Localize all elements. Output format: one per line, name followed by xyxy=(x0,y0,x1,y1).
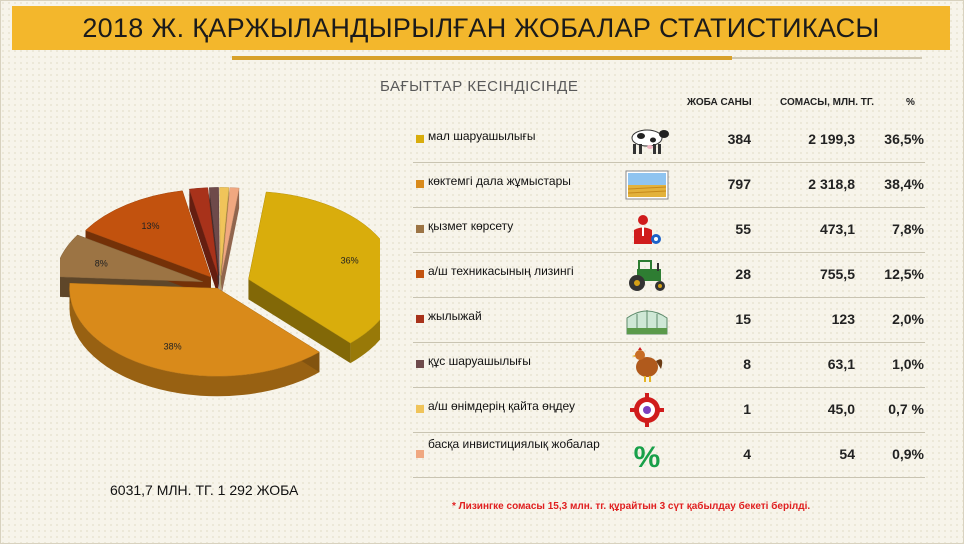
title-underline xyxy=(232,56,732,60)
row-count: 15 xyxy=(735,311,751,327)
row-sum: 54 xyxy=(839,446,855,462)
row-pct: 0,7 % xyxy=(888,401,924,417)
row-count: 4 xyxy=(743,446,751,462)
chicken-icon xyxy=(623,347,671,383)
header-count: ЖОБА САНЫ xyxy=(687,97,752,108)
row-count: 1 xyxy=(743,401,751,417)
row-sum: 755,5 xyxy=(819,266,855,282)
table-row: мал шаруашылығы 384 2 199,3 36,5% xyxy=(413,118,925,163)
header-pct: % xyxy=(906,97,915,108)
row-pct: 36,5% xyxy=(884,131,924,147)
legend-swatch xyxy=(416,360,424,368)
row-sum: 2 318,8 xyxy=(808,176,855,192)
pie-slice-3 xyxy=(85,190,212,278)
row-count: 55 xyxy=(735,221,751,237)
processing-gear-icon xyxy=(623,392,671,428)
row-label: жылыжай xyxy=(428,309,482,323)
pie-slice-0 xyxy=(248,191,380,344)
tractor-icon xyxy=(623,257,671,293)
legend-swatch xyxy=(416,180,424,188)
legend-swatch xyxy=(416,405,424,413)
row-sum: 473,1 xyxy=(819,221,855,237)
pie-chart: 36%38%8%13%2%1%1%1% xyxy=(60,187,380,397)
row-label: көктемгі дала жұмыстары xyxy=(428,174,571,188)
row-label: мал шаруашылығы xyxy=(428,129,536,143)
legend-swatch xyxy=(416,270,424,278)
row-count: 28 xyxy=(735,266,751,282)
legend-swatch xyxy=(416,315,424,323)
pie-slice-4 xyxy=(189,187,219,276)
pie-label-0: 36% xyxy=(341,255,359,265)
pie-slice-1 xyxy=(69,282,320,377)
header-sum: СОМАСЫ, МЛН. ТГ. xyxy=(780,97,875,108)
row-pct: 12,5% xyxy=(884,266,924,282)
svg-text:%: % xyxy=(634,441,661,473)
legend-swatch xyxy=(416,225,424,233)
row-sum: 45,0 xyxy=(827,401,855,417)
percent-icon: % xyxy=(623,437,671,474)
cow-icon xyxy=(623,122,671,158)
pie-label-3: 13% xyxy=(142,221,160,231)
legend-swatch xyxy=(416,135,424,143)
row-pct: 7,8% xyxy=(892,221,924,237)
pie-slice-7 xyxy=(221,187,240,276)
page-title: 2018 Ж. ҚАРЖЫЛАНДЫРЫЛҒАН ЖОБАЛАР СТАТИСТ… xyxy=(82,12,880,43)
pie-slice-cut xyxy=(189,189,218,296)
greenhouse-icon xyxy=(623,302,671,338)
row-label: басқа инвистициялық жобалар xyxy=(428,437,600,451)
row-pct: 38,4% xyxy=(884,176,924,192)
row-pct: 0,9% xyxy=(892,446,924,462)
table-row: басқа инвистициялық жобалар% 4 54 0,9% xyxy=(413,433,925,478)
row-sum: 123 xyxy=(831,311,855,327)
row-sum: 2 199,3 xyxy=(808,131,855,147)
pie-slice-2 xyxy=(60,234,203,282)
table-row: а/ш техникасының лизингі 28 755,5 12,5% xyxy=(413,253,925,298)
row-count: 384 xyxy=(727,131,751,147)
table-row: қызмет көрсету 55 473,1 7,8% xyxy=(413,208,925,253)
row-label: құс шаруашылығы xyxy=(428,354,531,368)
footnote: * Лизингке сомасы 15,3 млн. тг. құрайтын… xyxy=(452,501,811,512)
row-label: қызмет көрсету xyxy=(428,219,514,233)
row-pct: 2,0% xyxy=(892,311,924,327)
pie-slice-side xyxy=(69,288,320,397)
total-summary: 6031,7 МЛН. ТГ. 1 292 ЖОБА xyxy=(110,482,299,498)
title-underline-thin xyxy=(732,57,922,59)
row-pct: 1,0% xyxy=(892,356,924,372)
service-person-icon xyxy=(623,212,671,248)
pie-slice-5 xyxy=(208,187,220,276)
pie-label-2: 8% xyxy=(95,258,108,268)
pie-slice-cut xyxy=(221,188,240,296)
pie-slice-side xyxy=(350,319,380,364)
row-sum: 63,1 xyxy=(827,356,855,372)
field-icon xyxy=(623,167,671,203)
pie-label-1: 38% xyxy=(164,342,182,352)
table-row: көктемгі дала жұмыстары 797 2 318,8 38,4% xyxy=(413,163,925,208)
row-label: а/ш техникасының лизингі xyxy=(428,264,574,278)
pie-slice-cut xyxy=(248,279,351,364)
row-count: 8 xyxy=(743,356,751,372)
title-bar: 2018 Ж. ҚАРЖЫЛАНДЫРЫЛҒАН ЖОБАЛАР СТАТИСТ… xyxy=(12,6,950,50)
row-label: а/ш өнімдерің қайта өңдеу xyxy=(428,399,575,413)
pie-slice-6 xyxy=(219,187,230,276)
row-count: 797 xyxy=(727,176,751,192)
table-row: а/ш өнімдерің қайта өңдеу 1 45,0 0,7 % xyxy=(413,388,925,433)
legend-swatch xyxy=(416,450,424,458)
subtitle: БАҒЫТТАР КЕСІНДІСІНДЕ xyxy=(380,78,579,95)
table-row: құс шаруашылығы 8 63,1 1,0% xyxy=(413,343,925,388)
table-row: жылыжай 15 123 2,0% xyxy=(413,298,925,343)
